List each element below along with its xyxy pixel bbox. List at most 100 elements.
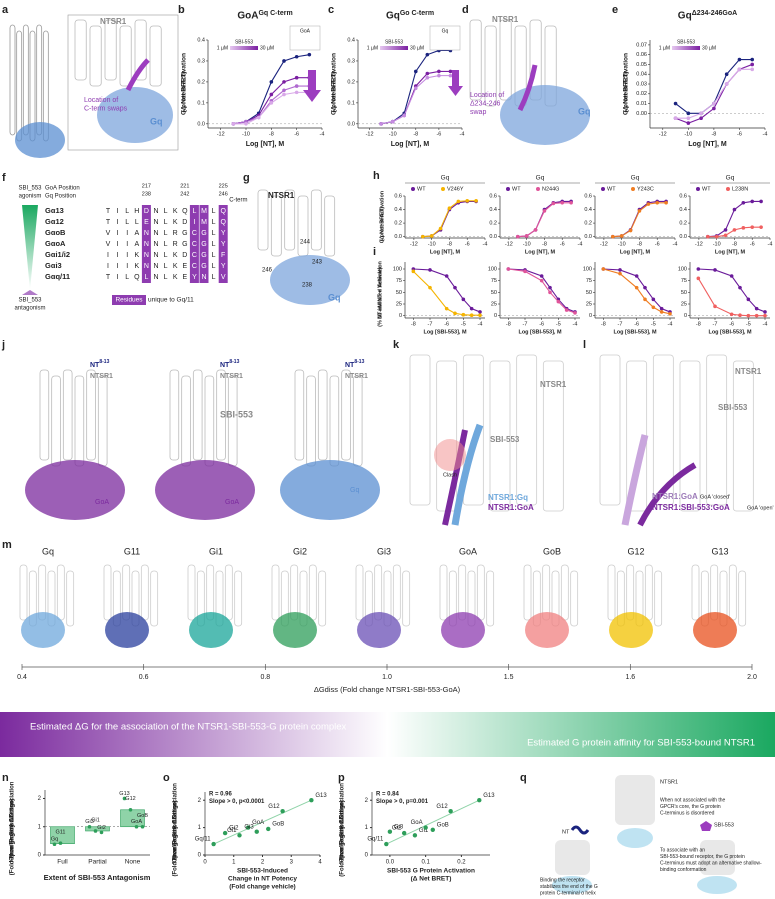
- helix: [732, 360, 754, 512]
- point: [269, 92, 274, 97]
- panel-label: f: [2, 172, 6, 184]
- label: protein C-terminal α helix: [540, 890, 596, 896]
- point: [411, 269, 416, 274]
- residue: F: [221, 252, 225, 259]
- helix: [542, 564, 551, 621]
- label: SBI-553 G Protein Activation: [387, 868, 475, 875]
- label: SBI-553: [714, 822, 734, 828]
- x-tick-label: -10: [713, 241, 721, 247]
- helix: [74, 19, 87, 81]
- helix: [257, 189, 269, 251]
- label: Gq: [42, 546, 54, 556]
- swap: [517, 64, 538, 112]
- point: [651, 305, 656, 310]
- label: Gi3: [394, 824, 404, 830]
- gradient-triangle: [22, 205, 38, 290]
- residue: I: [126, 241, 128, 248]
- residue: K: [134, 263, 139, 270]
- y-tick-label: 0.01: [636, 101, 647, 107]
- helix: [271, 564, 280, 621]
- helix: [192, 369, 203, 461]
- y-tick-label: 0.6: [584, 193, 592, 199]
- point: [659, 306, 664, 311]
- x-tick-label: -8: [447, 241, 452, 247]
- point: [413, 86, 418, 90]
- residue: I: [117, 252, 119, 259]
- residue: C: [192, 263, 197, 270]
- label: Residues: [115, 297, 143, 304]
- helix: [169, 369, 180, 461]
- point: [610, 234, 615, 239]
- residue: G: [201, 230, 206, 237]
- helix: [224, 564, 233, 621]
- x-tick-label: -4: [768, 241, 773, 247]
- x-tick-label: -10: [428, 241, 436, 247]
- label: When not associated with the: [660, 797, 726, 803]
- helix: [409, 354, 431, 506]
- helix: [134, 19, 147, 81]
- label: None: [125, 859, 141, 866]
- residue: L: [212, 274, 216, 281]
- label: 'Open' Position Dissociation: [10, 781, 16, 862]
- zoom-box: [67, 14, 179, 151]
- helix: [97, 375, 108, 467]
- label: 0: [365, 853, 369, 859]
- x-tick-label: -10: [684, 131, 692, 137]
- helix: [341, 369, 351, 461]
- x-tick-label: -12: [366, 131, 374, 137]
- superscript: 8-13: [229, 359, 239, 365]
- label: Log [NT], M: [391, 141, 430, 148]
- residue: L: [125, 219, 129, 226]
- x-tick-label: -8: [411, 321, 416, 327]
- title-superscript: Gq C-term: [258, 10, 292, 17]
- label: 244: [300, 240, 311, 246]
- label: R = 0.84: [376, 792, 400, 798]
- x-tick-label: -12: [659, 131, 667, 137]
- y-tick-label: 0.6: [394, 193, 402, 199]
- residue: L: [212, 208, 216, 215]
- helix: [599, 354, 621, 506]
- helix: [234, 570, 243, 627]
- residue: V: [221, 274, 226, 281]
- point: [754, 306, 759, 311]
- legend-marker: [411, 187, 415, 191]
- residue: N: [153, 208, 158, 215]
- x-tick-label: -4: [763, 321, 768, 327]
- helix: [39, 369, 50, 461]
- label: G13: [483, 793, 495, 799]
- label: 30 µM: [410, 45, 424, 51]
- y-tick-label: 0.6: [489, 193, 497, 199]
- y-tick-label: 0.6: [679, 193, 687, 199]
- residue: G: [201, 252, 206, 259]
- helix: [149, 25, 162, 87]
- point: [379, 122, 383, 126]
- helix: [402, 570, 411, 627]
- helix: [728, 564, 737, 621]
- helix-closed: [621, 434, 649, 526]
- residue: L: [212, 230, 216, 237]
- x-tick-label: -8: [637, 241, 642, 247]
- label: 2: [261, 860, 265, 866]
- helix: [570, 570, 579, 627]
- helix-goa: [442, 429, 468, 526]
- residue: Y: [221, 263, 226, 270]
- arrow: [303, 70, 321, 102]
- g-protein: [25, 460, 125, 520]
- bar: [50, 826, 75, 844]
- residue: E: [144, 219, 149, 226]
- fit-line: [213, 799, 312, 845]
- helix: [542, 360, 564, 512]
- helix: [691, 564, 700, 621]
- point: [244, 122, 248, 126]
- point: [754, 313, 759, 318]
- label: C-term swaps: [84, 105, 128, 112]
- point: [506, 267, 511, 271]
- residue: G: [201, 241, 206, 248]
- x-tick-label: -10: [523, 241, 531, 247]
- helix: [469, 19, 482, 101]
- x-tick-label: -4: [673, 241, 678, 247]
- label: 1: [38, 824, 42, 830]
- helix: [516, 354, 538, 506]
- residue: E: [182, 263, 187, 270]
- label: Log [NT], M: [525, 249, 556, 255]
